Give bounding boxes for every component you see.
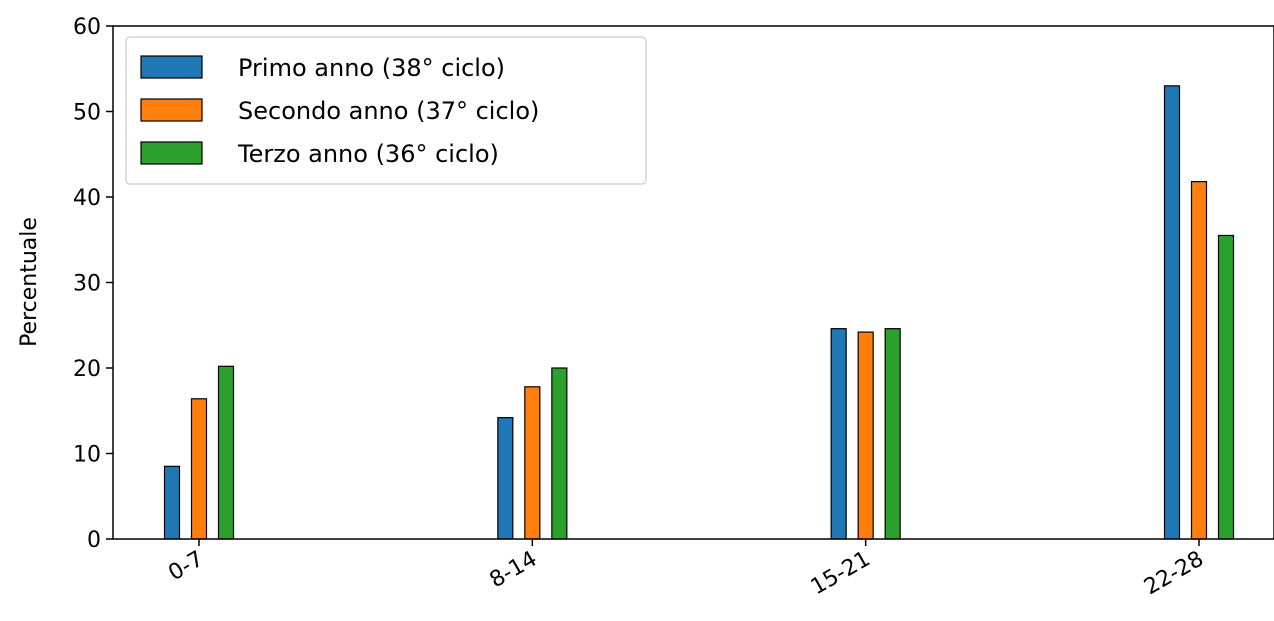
legend-box: [125, 36, 647, 185]
x-axis-ticks: 0-7 8-14 15-21 22-28: [164, 539, 1208, 600]
y-tick-label: 40: [73, 186, 101, 211]
plot-frame: [112, 25, 1274, 540]
x-tick-label: 0-7: [164, 547, 208, 587]
y-tick-label: 0: [87, 528, 101, 553]
x-tick-label: 22-28: [1140, 547, 1208, 601]
bar-1-8-14: [497, 416, 514, 540]
legend-swatch: [140, 141, 203, 165]
bar-3-15-21: [884, 328, 901, 540]
legend-entry: Primo anno (38° ciclo): [238, 54, 505, 82]
y-tick-label: 50: [73, 101, 101, 126]
bar-2-0-7: [190, 398, 208, 540]
bar-3-0-7: [217, 365, 235, 540]
bar-2-22-28: [1190, 181, 1208, 540]
y-tick-label: 20: [73, 357, 101, 382]
y-axis-label: Percentuale: [17, 217, 42, 347]
y-tick-label: 10: [73, 443, 101, 468]
legend: Primo anno (38° ciclo) Secondo anno (37° …: [125, 36, 647, 185]
legend-entry: Terzo anno (36° ciclo): [237, 140, 499, 168]
y-axis-ticks: 0 10 20 30 40 50 60: [73, 15, 113, 553]
bar-1-0-7: [163, 465, 181, 540]
legend-swatch: [140, 55, 203, 79]
x-tick-label: 8-14: [486, 547, 542, 594]
bar-2-15-21: [857, 331, 874, 540]
legend-entry: Secondo anno (37° ciclo): [238, 97, 539, 125]
bar-3-22-28: [1217, 234, 1235, 540]
legend-swatch: [140, 98, 203, 122]
x-tick-label: 15-21: [807, 547, 875, 601]
bar-1-22-28: [1163, 85, 1181, 540]
y-tick-label: 30: [73, 272, 101, 297]
bar-1-15-21: [830, 328, 847, 540]
bar-2-8-14: [524, 386, 541, 540]
bar-3-8-14: [551, 367, 568, 540]
y-tick-label: 60: [73, 15, 101, 40]
